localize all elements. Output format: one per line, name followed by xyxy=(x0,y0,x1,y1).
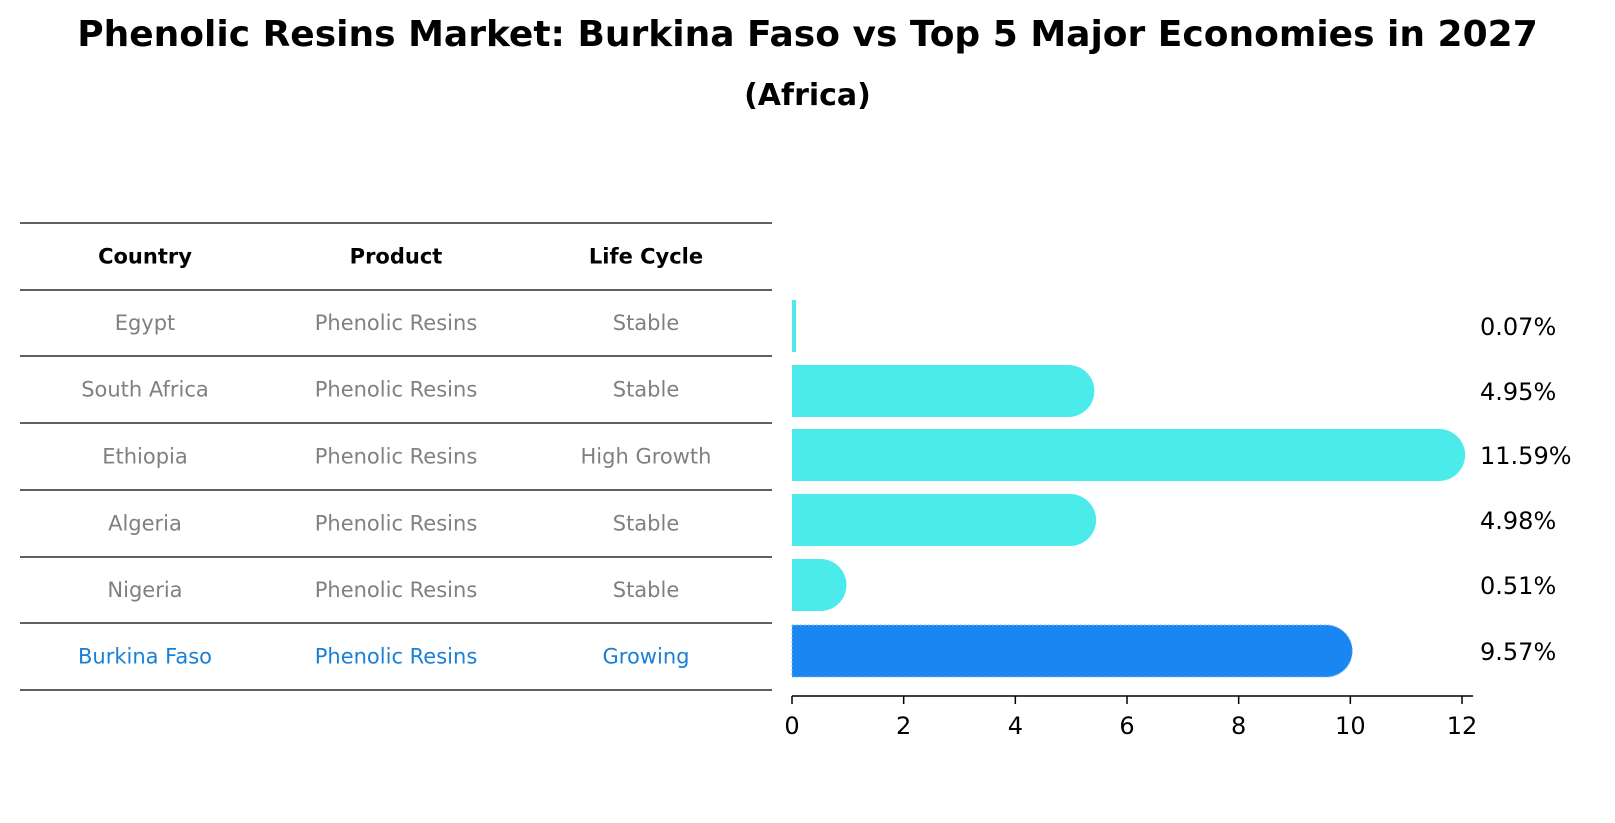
bar-value-label: 0.07% xyxy=(1480,313,1556,341)
table-cell-product: Phenolic Resins xyxy=(315,311,478,335)
bar-burkina-faso xyxy=(791,624,1353,678)
table-header-country: Country xyxy=(98,245,192,269)
x-tick-label: 8 xyxy=(1231,712,1246,740)
table-cell-country: Nigeria xyxy=(107,578,182,602)
table-cell-product: Phenolic Resins xyxy=(315,512,478,536)
chart-subtitle: (Africa) xyxy=(744,78,871,113)
table-cell-country: Ethiopia xyxy=(102,445,188,469)
table-cell-product: Phenolic Resins xyxy=(315,578,478,602)
bar-value-label: 9.57% xyxy=(1480,638,1556,666)
table-cell-life-cycle: High Growth xyxy=(581,445,712,469)
table-cell-country: Egypt xyxy=(115,311,176,335)
x-tick-label: 12 xyxy=(1447,712,1478,740)
table-cell-life-cycle: Growing xyxy=(603,645,690,669)
table-cell-life-cycle: Stable xyxy=(613,578,680,602)
chart-title: Phenolic Resins Market: Burkina Faso vs … xyxy=(77,14,1538,55)
table-header-product: Product xyxy=(350,245,443,269)
table-cell-country: South Africa xyxy=(81,378,209,402)
table-cell-life-cycle: Stable xyxy=(613,512,680,536)
bar-value-label: 4.95% xyxy=(1480,378,1556,406)
table-cell-product: Phenolic Resins xyxy=(315,378,478,402)
x-tick-label: 10 xyxy=(1335,712,1366,740)
x-tick-label: 0 xyxy=(784,712,799,740)
x-tick-label: 4 xyxy=(1008,712,1023,740)
table-cell-country: Algeria xyxy=(108,512,182,536)
table-cell-product: Phenolic Resins xyxy=(315,645,478,669)
table-cell-product: Phenolic Resins xyxy=(315,445,478,469)
bar-nigeria xyxy=(792,559,847,611)
x-tick-label: 6 xyxy=(1119,712,1134,740)
bar-south-africa xyxy=(792,365,1095,417)
bar-algeria xyxy=(792,494,1097,546)
bar-ethiopia xyxy=(792,429,1466,481)
bar-value-label: 0.51% xyxy=(1480,572,1556,600)
bar-value-label: 11.59% xyxy=(1480,442,1572,470)
table-cell-country: Burkina Faso xyxy=(78,645,212,669)
table-header-life-cycle: Life Cycle xyxy=(589,245,703,269)
table-cell-life-cycle: Stable xyxy=(613,311,680,335)
table-cell-life-cycle: Stable xyxy=(613,378,680,402)
x-tick-label: 2 xyxy=(896,712,911,740)
bar-egypt xyxy=(792,300,796,352)
bar-value-label: 4.98% xyxy=(1480,507,1556,535)
